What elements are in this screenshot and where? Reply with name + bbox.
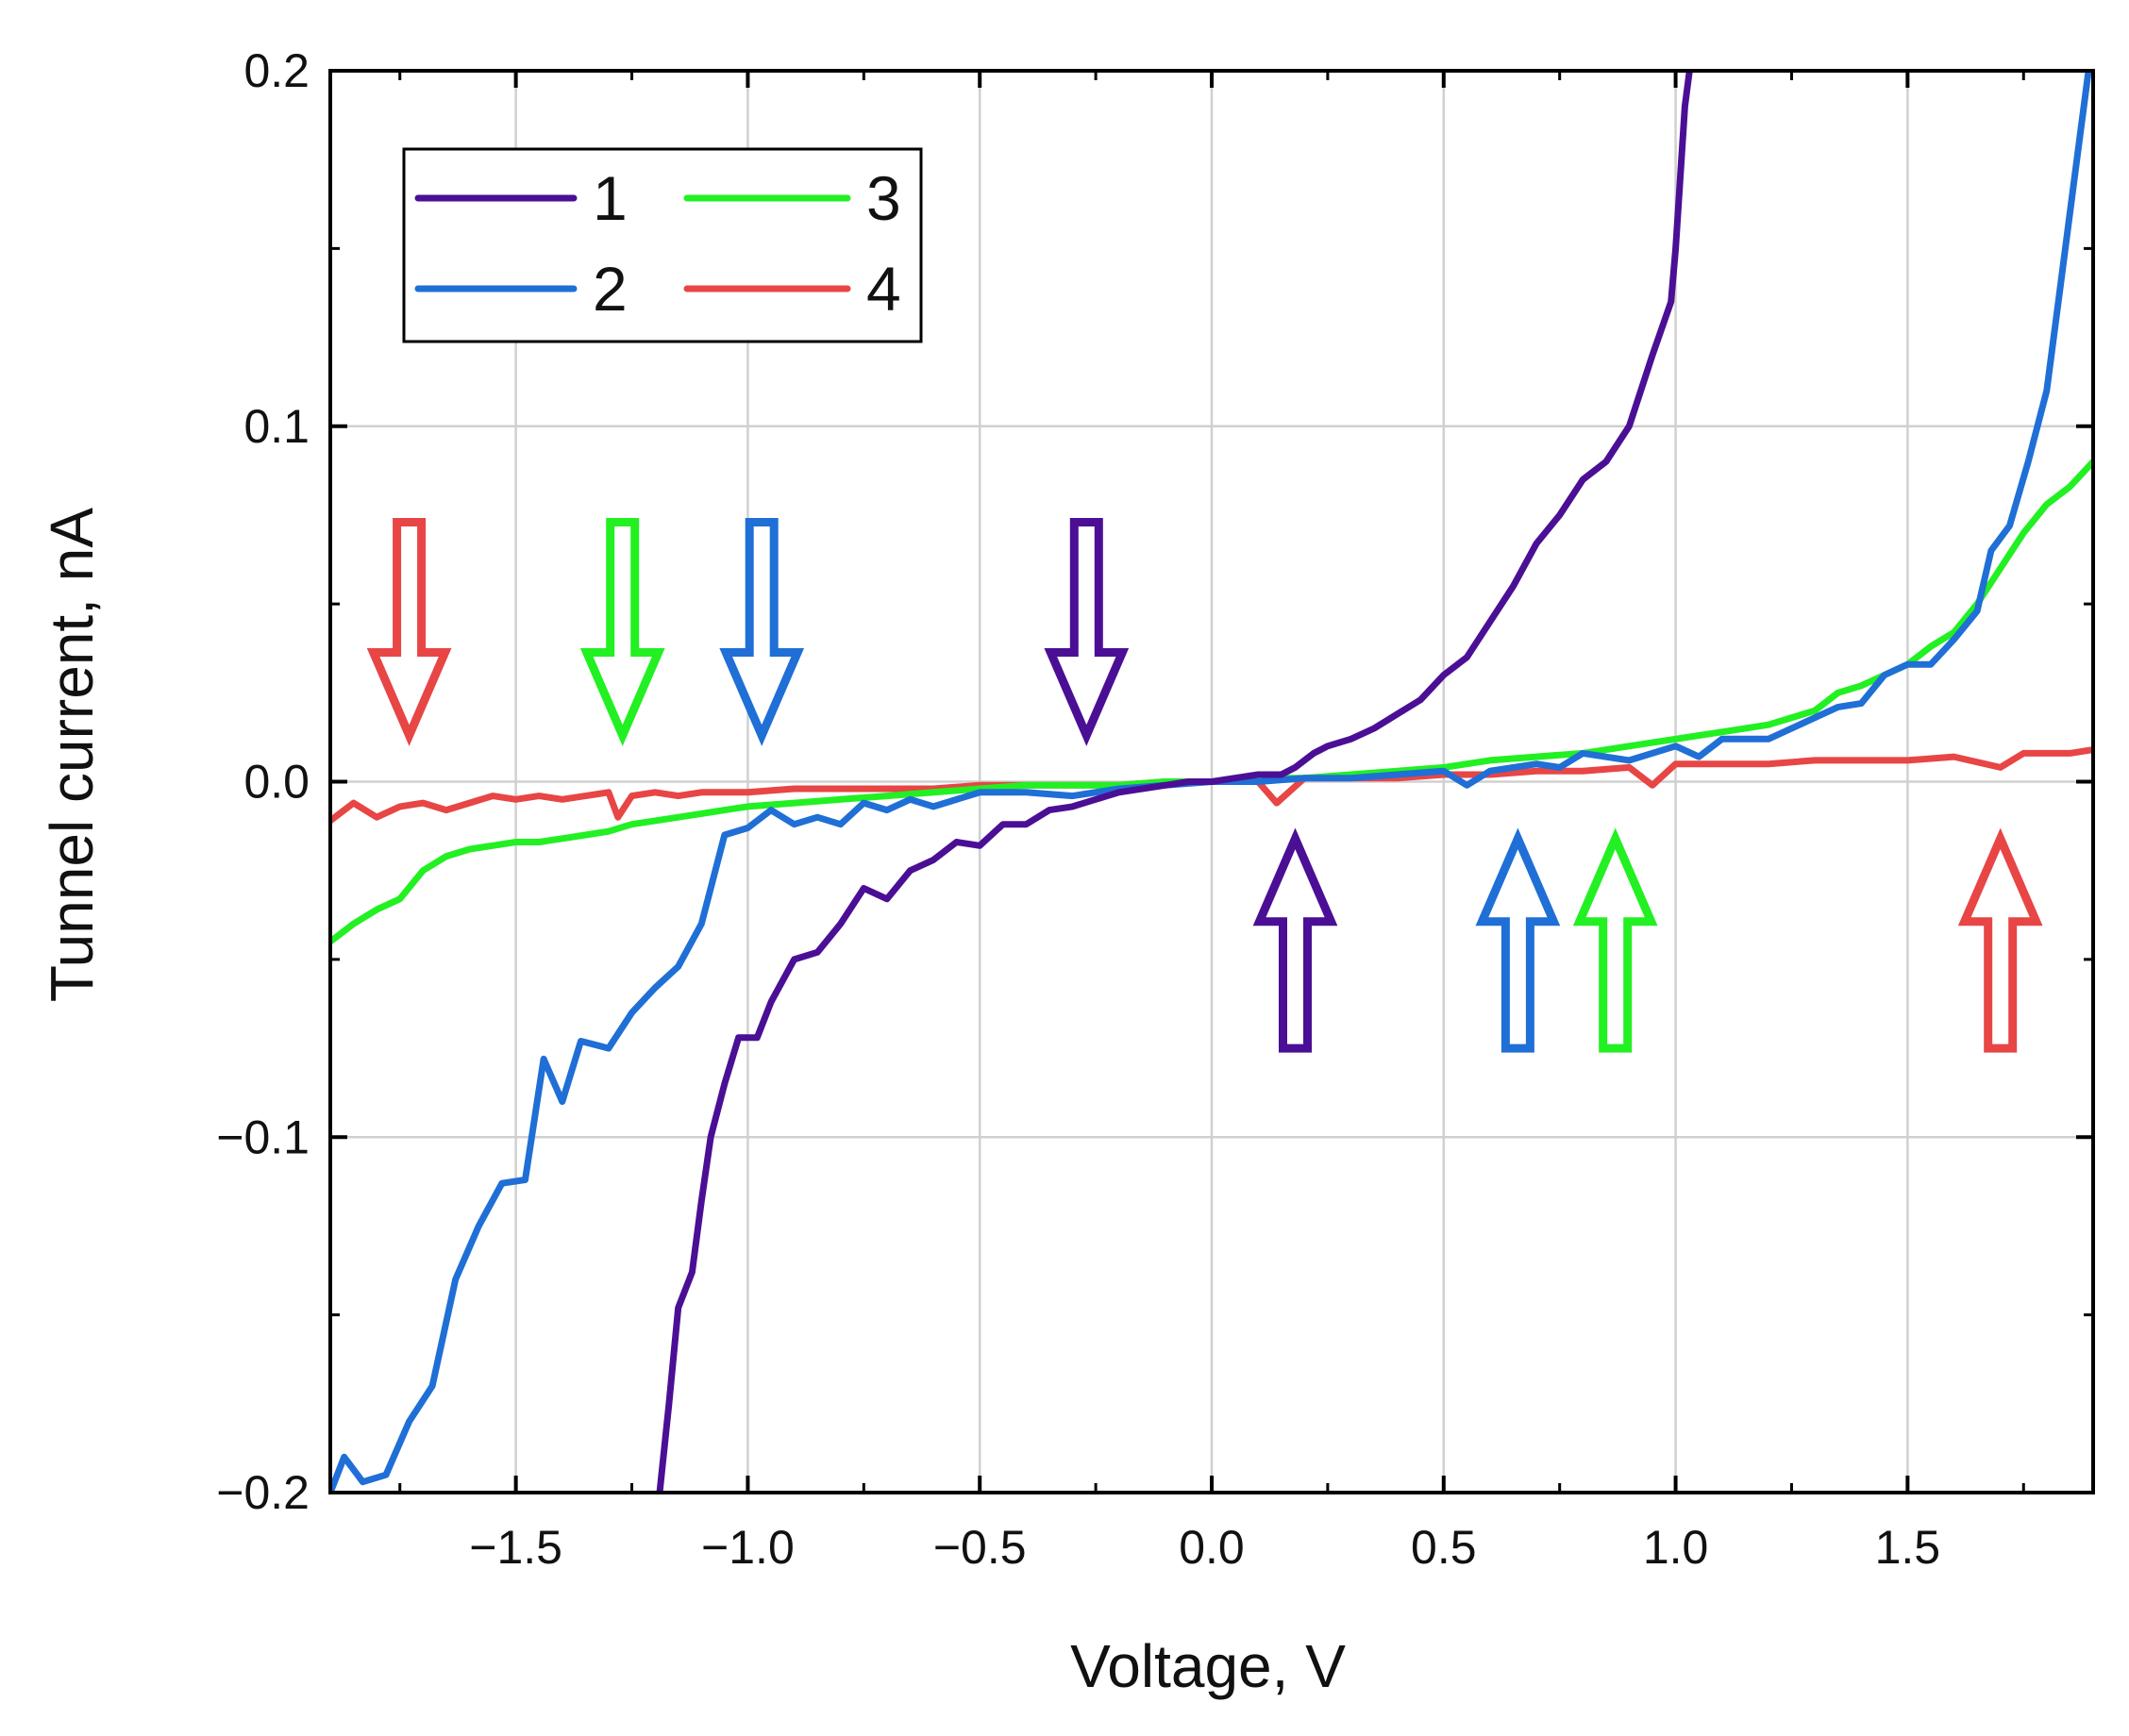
arrow-up-marker [1252, 827, 1338, 1053]
legend-label-series-4: 4 [866, 254, 901, 324]
x-tick-label: −1.5 [469, 1521, 562, 1574]
x-tick-label: −0.5 [933, 1521, 1027, 1574]
x-tick-label: 1.0 [1643, 1521, 1709, 1574]
x-tick-label: 0.5 [1411, 1521, 1477, 1574]
legend-label-series-2: 2 [593, 254, 628, 324]
arrow-up-marker [1475, 827, 1561, 1053]
x-tick-label: −1.0 [701, 1521, 795, 1574]
arrow-down-marker [1044, 518, 1130, 746]
arrow-layer [366, 518, 2043, 1053]
y-tick-label: 0.0 [243, 756, 310, 809]
y-axis-title: Tunnel current, nA [38, 508, 106, 1002]
arrow-down-marker [579, 518, 665, 746]
y-tick-label: −0.2 [216, 1466, 310, 1519]
tick-labels: −1.5 −1.0 −0.5 0.0 0.5 1.0 1.5 −0.2 −0.1 0.0 0.1 0.… [216, 44, 1940, 1574]
legend-label-series-3: 3 [866, 163, 901, 233]
x-axis-title: Voltage, V [1070, 1632, 1346, 1700]
legend: 1 2 3 4 [402, 147, 923, 343]
y-tick-label: −0.1 [216, 1110, 310, 1163]
arrow-down-marker [719, 518, 805, 746]
arrow-up-marker [1572, 827, 1658, 1053]
arrow-up-marker [1957, 827, 2043, 1053]
series-line-1 [656, 71, 1693, 1493]
legend-box [402, 147, 923, 343]
x-tick-label: 1.5 [1875, 1521, 1941, 1574]
y-tick-label: 0.2 [243, 44, 310, 97]
axis-ticks [330, 69, 2093, 1494]
y-tick-label: 0.1 [243, 400, 310, 453]
series-layer [330, 71, 2093, 1493]
arrow-down-marker [366, 518, 452, 746]
legend-label-series-1: 1 [593, 163, 628, 233]
x-tick-label: 0.0 [1179, 1521, 1245, 1574]
